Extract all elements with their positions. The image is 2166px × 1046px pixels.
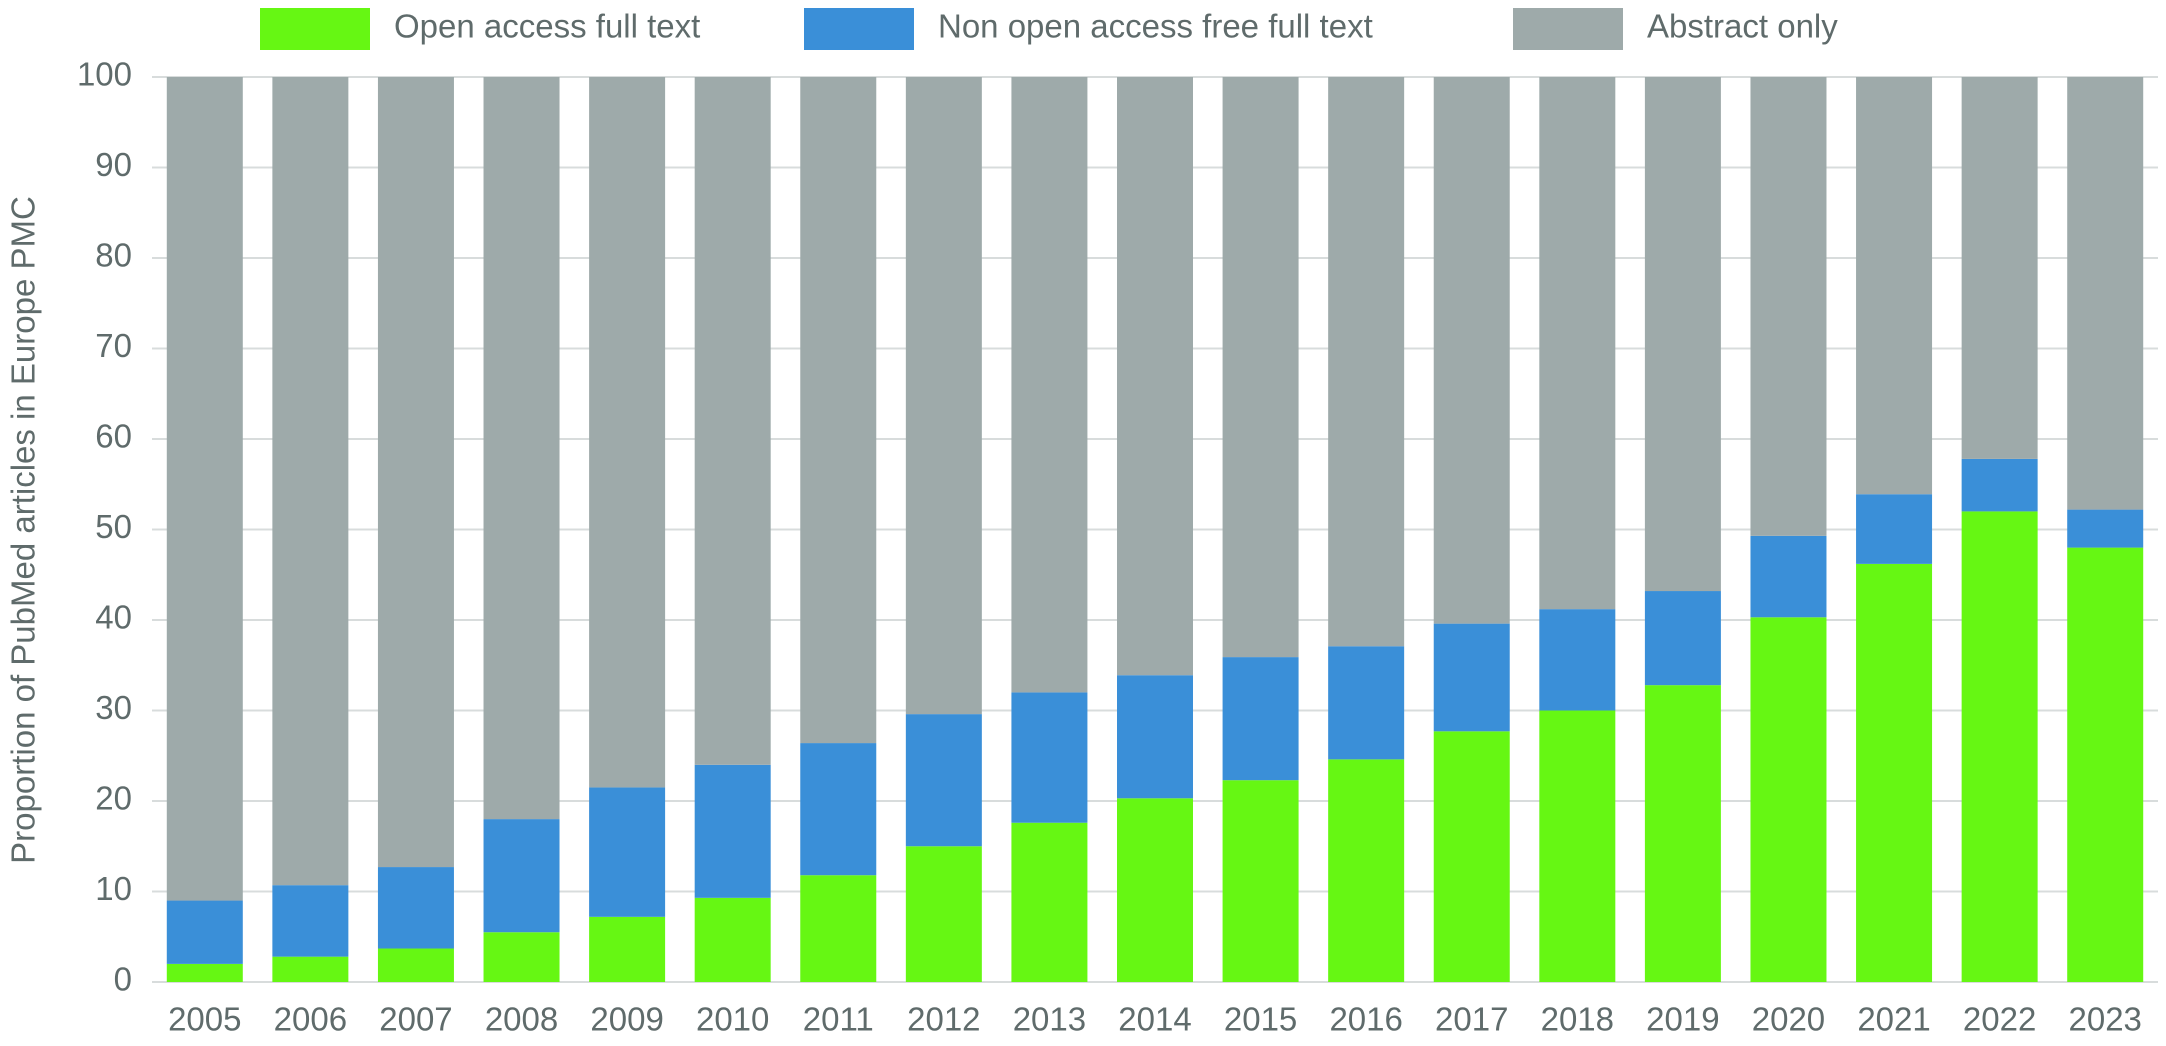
legend-swatch <box>804 8 914 50</box>
x-tick-label: 2006 <box>274 1001 347 1038</box>
x-tick-label: 2012 <box>907 1001 980 1038</box>
y-tick-label: 50 <box>95 508 132 545</box>
y-tick-label: 30 <box>95 689 132 726</box>
x-tick-label: 2018 <box>1541 1001 1614 1038</box>
x-tick-label: 2011 <box>803 1001 874 1038</box>
bar-segment <box>1856 77 1933 495</box>
x-tick-label: 2020 <box>1752 1001 1825 1038</box>
bar-segment <box>1222 77 1299 658</box>
bar-segment <box>377 867 454 949</box>
x-tick-label: 2007 <box>379 1001 452 1038</box>
x-tick-label: 2022 <box>1963 1001 2036 1038</box>
bar-segment <box>1539 77 1616 610</box>
bar-segment <box>1961 511 2038 982</box>
bar-segment <box>1750 617 1827 982</box>
x-tick-label: 2008 <box>485 1001 558 1038</box>
x-tick-label: 2021 <box>1857 1001 1930 1038</box>
x-tick-label: 2005 <box>168 1001 241 1038</box>
bar-segment <box>377 948 454 982</box>
y-tick-label: 60 <box>95 418 132 455</box>
bar-segment <box>1222 657 1299 781</box>
x-tick-label: 2015 <box>1224 1001 1297 1038</box>
bar-segment <box>905 846 982 982</box>
legend-label: Abstract only <box>1647 8 1838 45</box>
bar-segment <box>166 963 243 982</box>
bar-segment <box>694 764 771 898</box>
y-axis-title: Proportion of PubMed articles in Europe … <box>5 196 42 864</box>
bar-segment <box>800 875 877 982</box>
x-tick-label: 2019 <box>1646 1001 1719 1038</box>
bar-segment <box>1328 646 1405 760</box>
bar-segment <box>1433 623 1510 732</box>
y-tick-label: 40 <box>95 599 132 636</box>
bar-segment <box>272 885 349 957</box>
x-tick-label: 2009 <box>590 1001 663 1038</box>
y-tick-label: 80 <box>95 237 132 274</box>
bar-segment <box>1539 609 1616 711</box>
bar-segment <box>694 77 771 765</box>
x-tick-label: 2023 <box>2068 1001 2141 1038</box>
x-tick-label: 2014 <box>1118 1001 1191 1038</box>
bar-segment <box>272 77 349 886</box>
bar-segment <box>2067 509 2144 548</box>
bar-segment <box>166 77 243 901</box>
bar-segment <box>483 77 560 820</box>
y-tick-label: 90 <box>95 146 132 183</box>
bar-segment <box>2067 77 2144 510</box>
bar-segment <box>1011 692 1088 823</box>
bar-segment <box>800 77 877 744</box>
bar-segment <box>1011 77 1088 693</box>
bar-segment <box>1856 563 1933 982</box>
x-tick-label: 2013 <box>1013 1001 1086 1038</box>
bar-segment <box>589 916 666 982</box>
bar-segment <box>1961 77 2038 459</box>
bar-segment <box>1856 494 1933 564</box>
bar-segment <box>1644 591 1721 686</box>
legend-label: Open access full text <box>394 8 700 45</box>
y-tick-label: 70 <box>95 327 132 364</box>
bar-segment <box>1328 77 1405 647</box>
bar-segment <box>272 956 349 982</box>
bar-segment <box>377 77 454 868</box>
legend-swatch <box>260 8 370 50</box>
bar-segment <box>1961 458 2038 512</box>
y-tick-label: 20 <box>95 780 132 817</box>
x-tick-label: 2010 <box>696 1001 769 1038</box>
bar-segment <box>1644 77 1721 592</box>
y-tick-label: 10 <box>95 870 132 907</box>
bar-segment <box>1222 780 1299 982</box>
bar-segment <box>1433 77 1510 624</box>
y-tick-label: 0 <box>114 961 132 998</box>
bar-segment <box>1011 822 1088 982</box>
y-tick-label: 100 <box>77 56 132 93</box>
bar-segment <box>1117 798 1193 982</box>
bar-segment <box>1750 77 1827 536</box>
bar-segment <box>905 77 982 715</box>
bar-segment <box>2067 547 2144 982</box>
bar-segment <box>1750 535 1827 618</box>
bar-segment <box>694 897 771 982</box>
bar-segment <box>1539 710 1616 982</box>
x-tick-label: 2017 <box>1435 1001 1508 1038</box>
legend-label: Non open access free full text <box>938 8 1373 45</box>
bar-segment <box>905 714 982 847</box>
bar-segment <box>589 77 666 788</box>
bar-segment <box>589 787 666 917</box>
bar-segment <box>483 932 560 982</box>
bar-segment <box>800 743 877 876</box>
bar-segment <box>166 900 243 964</box>
bar-segment <box>1433 731 1510 982</box>
bar-segment <box>1328 759 1405 982</box>
bar-segment <box>1117 675 1193 799</box>
x-tick-label: 2016 <box>1329 1001 1402 1038</box>
bar-segment <box>483 819 560 933</box>
bar-segment <box>1117 77 1193 676</box>
legend-swatch <box>1513 8 1623 50</box>
bar-segment <box>1644 685 1721 982</box>
